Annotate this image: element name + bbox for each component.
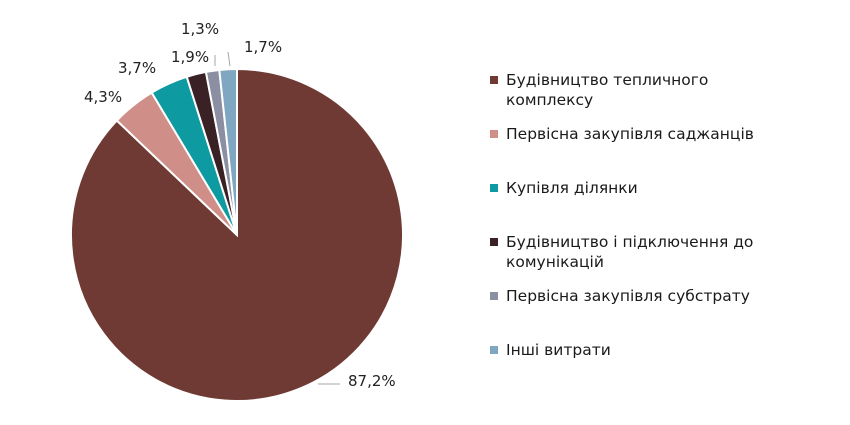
legend-item-5: Первісна закупівля субстрату — [490, 286, 840, 306]
legend-label: Будівництво і підключення до комунікацій — [506, 233, 754, 271]
legend-item-4: Будівництво і підключення до комунікацій — [490, 232, 840, 272]
legend-label: Інші витрати — [506, 341, 611, 359]
legend-item-1: Будівництво тепличного комплексу — [490, 70, 840, 110]
data-label-3: 3,7% — [118, 59, 156, 77]
legend-item-6: Інші витрати — [490, 340, 840, 360]
data-label-5: 1,3% — [181, 20, 219, 38]
leader-line-6 — [227, 51, 231, 67]
legend-swatch — [490, 292, 498, 300]
legend-label: Первісна закупівля саджанців — [506, 125, 754, 143]
legend-swatch — [490, 238, 498, 246]
legend-swatch — [490, 130, 498, 138]
legend-label: Купівля ділянки — [506, 179, 638, 197]
data-label-1: 87,2% — [348, 372, 396, 390]
legend-swatch — [490, 346, 498, 354]
legend-label: Первісна закупівля субстрату — [506, 287, 750, 305]
legend-label: Будівництво тепличного комплексу — [506, 71, 709, 109]
legend-item-2: Первісна закупівля саджанців — [490, 124, 840, 144]
data-label-6: 1,7% — [244, 38, 282, 56]
pie-slice-6 — [218, 67, 238, 236]
legend-item-3: Купівля ділянки — [490, 178, 840, 198]
legend-swatch — [490, 76, 498, 84]
data-label-4: 1,9% — [171, 48, 209, 66]
legend-swatch — [490, 184, 498, 192]
data-label-2: 4,3% — [84, 88, 122, 106]
